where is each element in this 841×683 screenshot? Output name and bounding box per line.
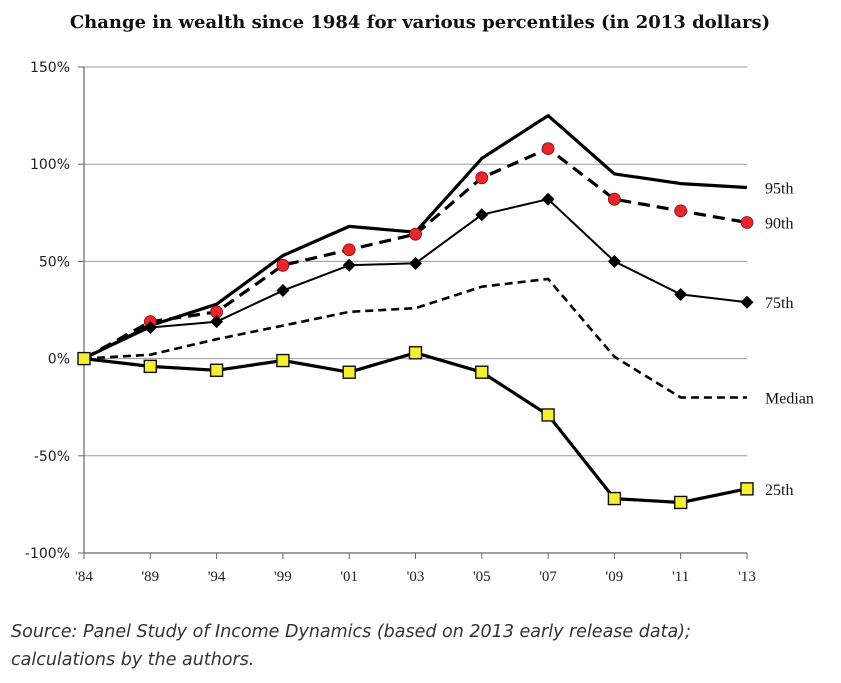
series-line-median — [83, 277, 747, 399]
y-tick-label: -100% — [25, 546, 70, 562]
x-tick-label: '09 — [606, 569, 624, 585]
y-tick-label: 50% — [39, 254, 70, 270]
data-point-75th — [674, 287, 688, 301]
data-point-75th — [276, 284, 290, 298]
data-point-25th — [342, 365, 356, 379]
data-point-90th — [276, 258, 290, 272]
data-point-25th — [607, 491, 622, 506]
data-point-25th — [740, 482, 754, 496]
data-point-90th — [608, 192, 621, 206]
data-point-75th — [475, 208, 489, 222]
data-point-90th — [342, 243, 356, 257]
data-point-25th — [674, 495, 688, 510]
x-tick-label: '89 — [141, 569, 159, 585]
data-point-90th — [674, 204, 688, 218]
data-point-90th — [541, 142, 555, 156]
x-tick-label: '84 — [75, 569, 93, 585]
axes: 150% 100% 50% 0% -50% -100% '84 '89 '94 '99 '01 '03… — [25, 60, 756, 585]
data-point-25th — [541, 408, 555, 422]
series-line-90th — [83, 147, 748, 360]
y-tick-label: 150% — [30, 60, 70, 76]
data-point-25th — [408, 346, 423, 360]
x-tick-label: '94 — [208, 569, 226, 585]
source-line-2: calculations by the authors. — [11, 650, 255, 670]
series-label-95th: 95th — [765, 181, 793, 198]
series-line-25th — [83, 351, 748, 505]
y-tick-label: -50% — [34, 449, 70, 465]
x-tick-label: '99 — [274, 569, 292, 585]
data-point-25th — [475, 365, 489, 379]
series-label-90th: 90th — [765, 216, 793, 233]
data-point-90th — [475, 171, 489, 185]
series-line-75th — [83, 198, 748, 360]
source-line-1: Source: Panel Study of Income Dynamics (… — [11, 622, 691, 642]
data-point-25th — [77, 351, 91, 366]
chart-title: Change in wealth since 1984 for various … — [70, 12, 770, 33]
series-markers — [77, 142, 754, 510]
data-point-75th — [607, 254, 621, 268]
data-point-75th — [210, 315, 224, 329]
series-label-75th: 75th — [765, 295, 793, 312]
y-tick-label: 100% — [30, 157, 70, 173]
x-tick-label: '11 — [672, 569, 689, 585]
series-label-25th: 25th — [765, 482, 793, 499]
data-point-75th — [409, 256, 422, 270]
series-label-median: Median — [765, 390, 814, 407]
x-tick-label: '13 — [738, 569, 756, 585]
x-tick-label: '03 — [407, 569, 425, 585]
data-point-25th — [276, 353, 290, 368]
data-point-75th — [143, 320, 157, 334]
data-point-90th — [740, 216, 754, 229]
series-labels: 95th 90th 75th Median 25th — [765, 181, 814, 499]
data-point-90th — [409, 227, 422, 241]
series-lines — [83, 113, 748, 505]
data-point-25th — [143, 359, 158, 374]
x-tick-label: '01 — [340, 569, 358, 585]
x-tick-label: '05 — [473, 569, 491, 585]
data-point-75th — [342, 258, 356, 272]
x-tick-label: '07 — [539, 569, 557, 585]
source-note: Source: Panel Study of Income Dynamics (… — [11, 618, 831, 674]
data-point-25th — [209, 363, 224, 377]
y-tick-label: 0% — [48, 352, 70, 368]
data-point-75th — [541, 192, 555, 206]
data-point-75th — [740, 295, 754, 309]
